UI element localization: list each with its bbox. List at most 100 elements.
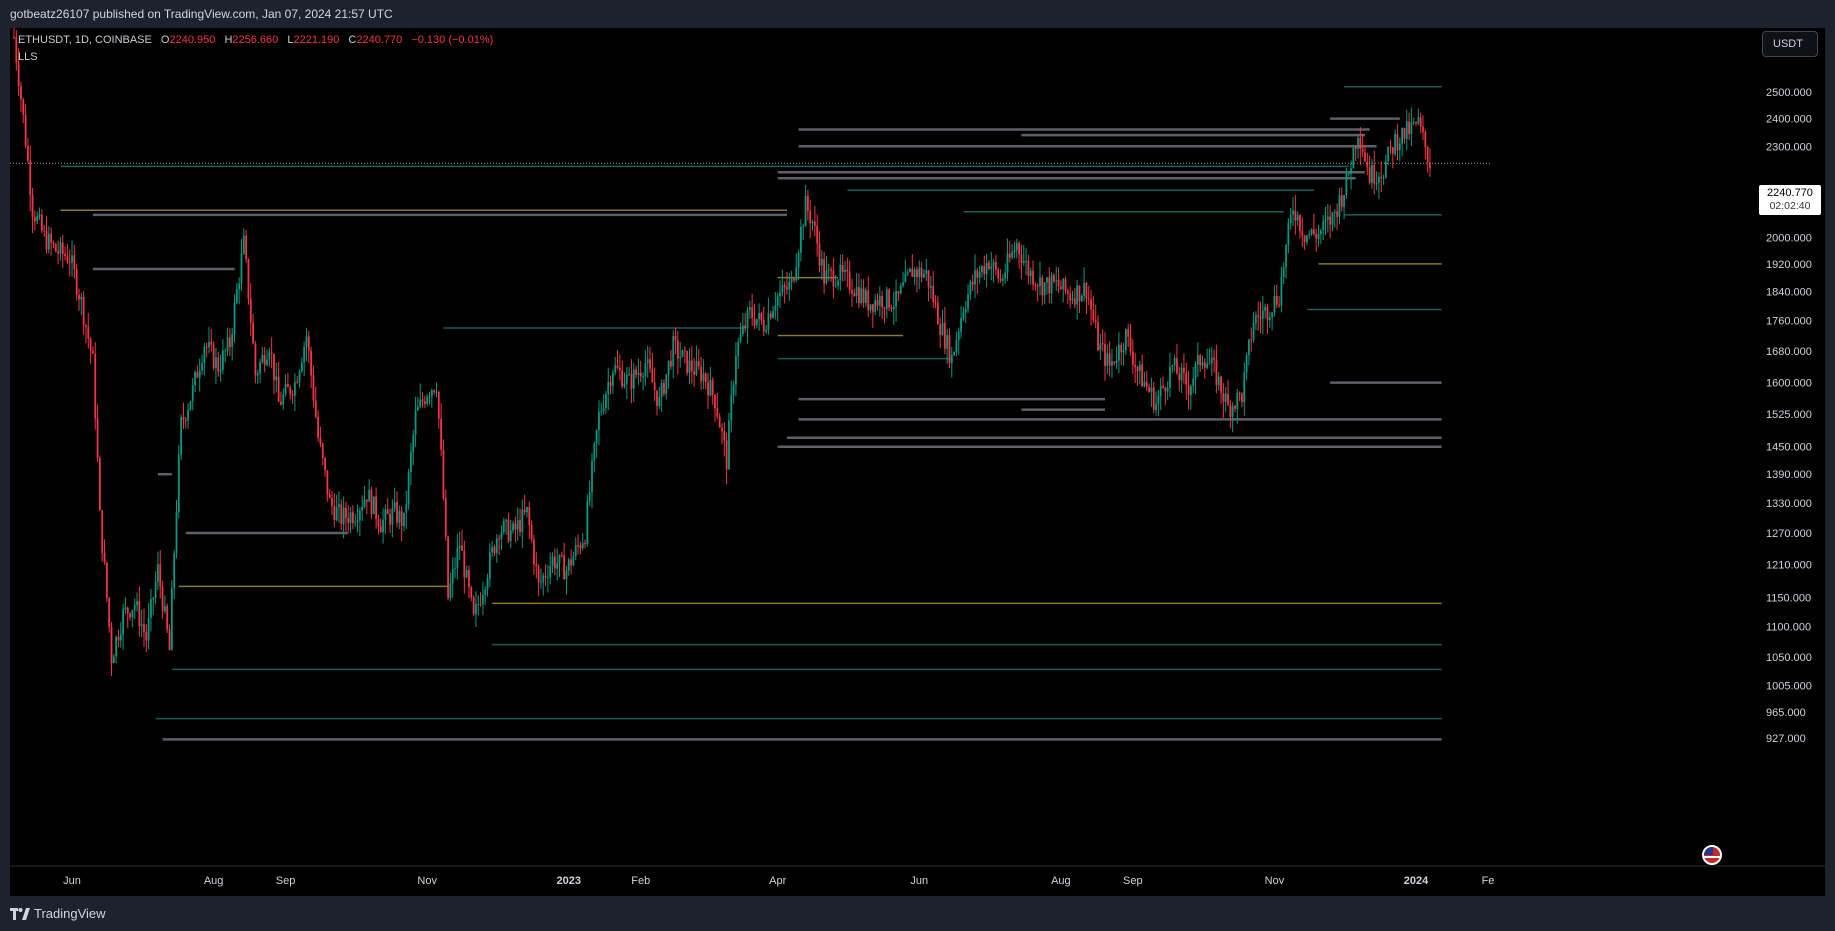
candle-body <box>1173 358 1176 366</box>
candle-body <box>502 521 505 533</box>
candle-body <box>345 507 347 519</box>
candle-body <box>925 270 928 274</box>
candle-body <box>338 504 340 508</box>
candle-body <box>1018 243 1021 255</box>
candle-body <box>405 504 408 513</box>
candle-body <box>226 337 229 351</box>
candle-body <box>563 555 566 580</box>
candle-body <box>1164 387 1167 392</box>
candle-body <box>20 86 22 100</box>
candle-body <box>103 552 106 563</box>
candle-body <box>834 285 837 287</box>
candle-body <box>1238 392 1241 394</box>
candle-body <box>739 334 742 342</box>
candle-body <box>87 327 90 339</box>
x-tick-label: 2024 <box>1404 875 1429 887</box>
candle-body <box>259 362 261 374</box>
candle-body <box>1275 296 1278 305</box>
candle-body <box>797 252 800 268</box>
candle-body <box>1001 278 1004 281</box>
candle-body <box>500 532 503 540</box>
candle-body <box>305 336 308 347</box>
legend-symbol[interactable]: ETHUSDT, 1D, COINBASE <box>18 34 152 46</box>
candle-body <box>649 359 651 369</box>
candle-body <box>1083 282 1086 296</box>
candle-body <box>639 372 642 377</box>
candle-body <box>391 508 394 525</box>
candle-body <box>800 227 802 253</box>
candle-body <box>533 539 535 565</box>
publish-header: gotbeatz26107 published on TradingView.c… <box>0 0 1835 28</box>
candle-body <box>73 255 76 270</box>
candle-body <box>85 325 87 328</box>
candle-body <box>173 553 176 589</box>
candle-body <box>1071 298 1074 301</box>
candle-body <box>618 367 621 371</box>
candle-body <box>1032 270 1034 285</box>
candle-body <box>1373 165 1376 184</box>
candle-body <box>637 372 640 375</box>
candle-body <box>1136 366 1139 371</box>
candle-body <box>1350 168 1352 174</box>
candle-body <box>215 357 217 369</box>
candle-body <box>969 281 972 295</box>
candle-body <box>1159 385 1162 396</box>
candle-body <box>1143 381 1146 387</box>
candle-body <box>412 434 415 453</box>
candle-body <box>1252 323 1255 340</box>
candle-body <box>985 262 988 275</box>
y-tick-label: 1150.000 <box>1766 593 1811 605</box>
candle-body <box>1375 182 1378 184</box>
candle-body <box>574 545 577 557</box>
candle-body <box>586 501 589 544</box>
candle-body <box>1387 146 1390 162</box>
candle-body <box>611 372 614 386</box>
candle-body <box>526 507 528 513</box>
candle-body <box>203 346 206 364</box>
us-flag-icon[interactable] <box>1702 845 1722 865</box>
currency-button[interactable]: USDT <box>1762 31 1818 57</box>
chart-canvas[interactable]: 2500.0002400.0002300.0002100.0002000.000… <box>10 28 1825 896</box>
candle-body <box>927 270 930 288</box>
chart-area[interactable]: 2500.0002400.0002300.0002100.0002000.000… <box>10 28 1825 896</box>
candle-body <box>1405 121 1408 139</box>
candle-body <box>363 499 366 507</box>
candle-body <box>1333 211 1336 213</box>
candle-body <box>642 376 644 378</box>
candle-body <box>1361 148 1364 153</box>
candle-body <box>105 562 108 598</box>
candle-body <box>358 510 361 521</box>
candle-body <box>871 304 874 312</box>
candle-body <box>598 411 600 431</box>
candle-body <box>892 306 895 310</box>
candle-body <box>806 195 809 212</box>
candle-body <box>1347 173 1350 175</box>
candle-body <box>479 603 482 605</box>
candle-body <box>1264 306 1267 311</box>
candle-body <box>542 575 545 582</box>
candle-body <box>774 305 777 311</box>
candle-body <box>700 366 702 382</box>
candle-body <box>1004 272 1007 279</box>
last-price-tag: 2240.770 02:02:40 <box>1759 185 1821 215</box>
candle-body <box>588 492 591 502</box>
candle-body <box>607 382 610 395</box>
candle-body <box>314 400 317 417</box>
candle-body <box>389 514 391 525</box>
indicator-label[interactable]: LLS <box>18 51 38 63</box>
candle-body <box>1059 286 1062 290</box>
candle-body <box>735 356 737 385</box>
candle-body <box>825 270 828 284</box>
candle-body <box>688 360 691 373</box>
candle-body <box>477 603 480 605</box>
candle-body <box>423 401 426 404</box>
candle-body <box>516 520 519 530</box>
candle-body <box>630 374 633 389</box>
y-tick-label: 1270.000 <box>1766 528 1812 540</box>
candle-body <box>166 606 169 630</box>
x-tick-label: Sep <box>276 875 296 887</box>
candle-body <box>581 543 584 549</box>
candle-body <box>923 273 925 278</box>
tradingview-logo[interactable]: TradingView <box>10 906 106 921</box>
candle-body <box>1229 404 1232 417</box>
